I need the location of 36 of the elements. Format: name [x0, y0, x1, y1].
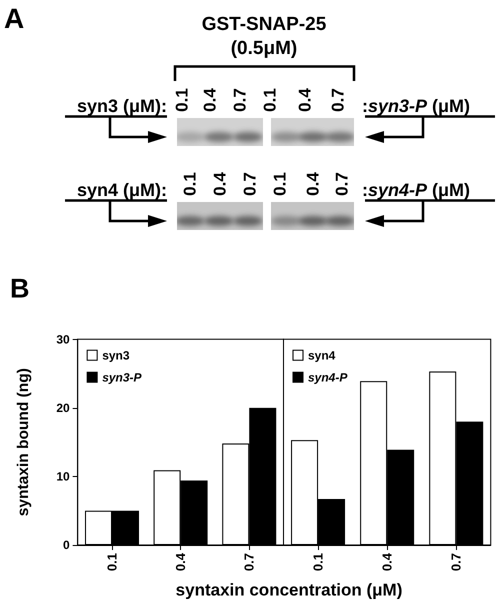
- x-tick-label: 0.1: [104, 553, 120, 572]
- legend-label: syn4: [308, 348, 336, 362]
- legend-label: syn3: [102, 348, 130, 362]
- chart-title: B: [10, 274, 30, 304]
- y-tick-label: 0: [63, 538, 70, 552]
- category-label: 0.1: [180, 172, 200, 196]
- x-axis-title: syntaxin concentration (μM): [176, 580, 402, 600]
- x-tick-label: 0.4: [380, 552, 395, 572]
- x-tick-label: 0.7: [448, 553, 464, 572]
- legend-label: syn4-P: [308, 370, 348, 384]
- category-label: 0.1: [172, 88, 192, 112]
- text: A: [4, 3, 24, 34]
- category-label: 0.7: [230, 88, 250, 112]
- category-label: 0.4: [210, 172, 230, 196]
- category-label: syn4 (μM):: [76, 180, 167, 200]
- category-label: 0.4: [304, 172, 322, 196]
- text: GST-SNAP-25: [202, 14, 327, 35]
- y-tick-label: 10: [56, 469, 70, 484]
- category-label: 0.4: [200, 88, 220, 112]
- text: (0.5μM): [230, 38, 298, 59]
- category-label: 0.1: [270, 172, 290, 196]
- category-label: 0.1: [260, 88, 280, 112]
- category-label: 0.7: [328, 88, 348, 112]
- x-tick-label: 0.4: [173, 552, 188, 572]
- category-label: 0.4: [296, 88, 314, 112]
- legend-label: syn3-P: [102, 370, 143, 384]
- y-tick-label: 30: [56, 332, 70, 346]
- x-tick-label: 0.1: [310, 553, 326, 572]
- category-label: 0.7: [332, 172, 352, 196]
- y-tick-label: 20: [56, 400, 70, 415]
- category-label: :syn3-P (μM): [362, 96, 470, 116]
- category-label: syn3 (μM):: [76, 96, 167, 116]
- category-label: :syn4-P (μM): [362, 180, 470, 200]
- x-tick-label: 0.7: [242, 553, 257, 572]
- y-axis-title: syntaxin bound (ng): [15, 368, 32, 516]
- category-label: 0.7: [240, 172, 260, 196]
